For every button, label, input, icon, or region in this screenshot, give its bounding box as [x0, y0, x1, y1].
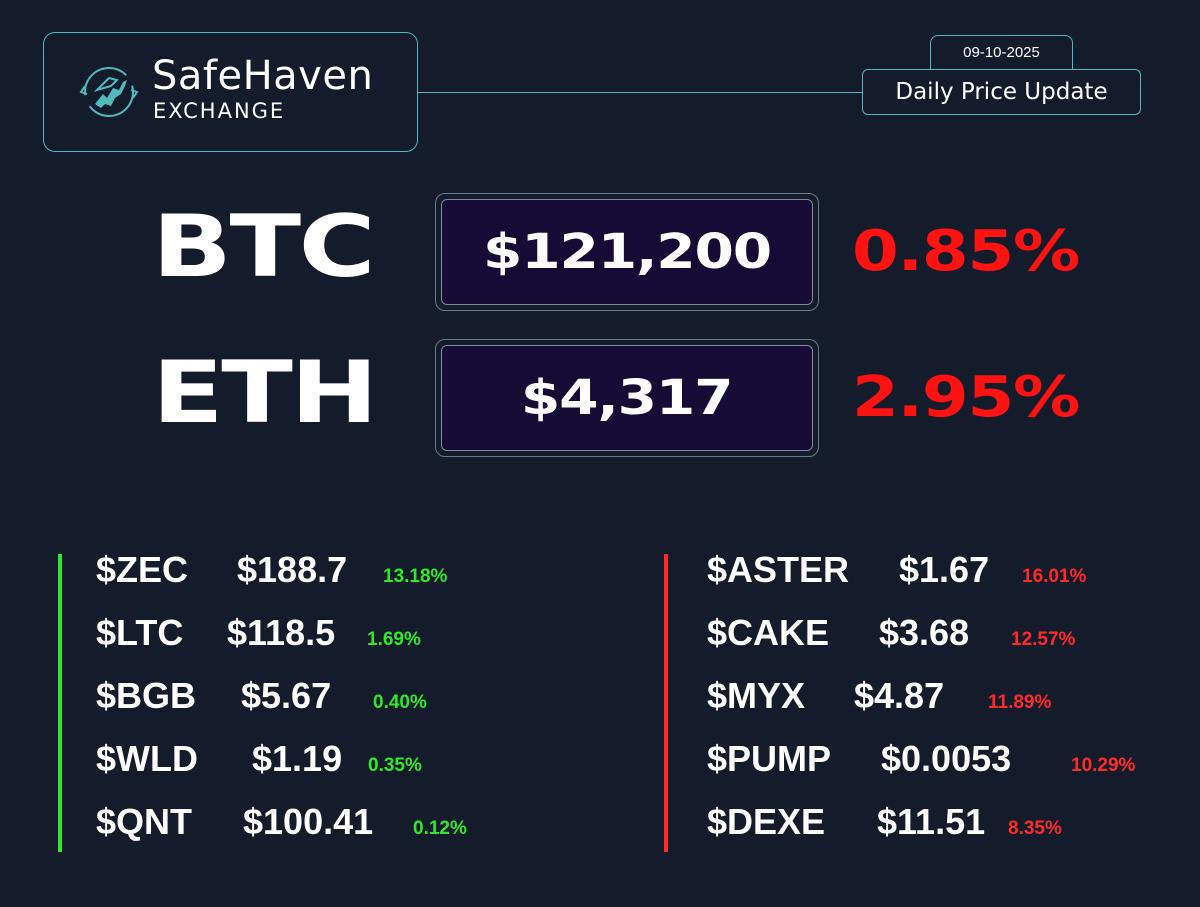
gainer-price: $5.67 — [241, 675, 332, 716]
gainer-symbol: $WLD — [96, 738, 198, 779]
gainer-symbol: $ZEC — [96, 549, 189, 590]
loser-symbol: $MYX — [707, 675, 806, 716]
loser-change: 8.35% — [1008, 818, 1062, 839]
gainer-row: $WLD $1.19 0.35% — [96, 738, 422, 788]
gainer-change: 1.69% — [367, 629, 421, 650]
gainer-price: $100.41 — [243, 801, 374, 842]
gainer-symbol: $QNT — [96, 801, 193, 842]
losers-bar — [664, 554, 668, 852]
gainer-price: $1.19 — [252, 738, 343, 779]
main-symbol-btc: BTC — [152, 197, 376, 297]
price-eth: $4,317 — [521, 370, 734, 426]
loser-price: $3.68 — [879, 612, 970, 653]
loser-symbol: $DEXE — [707, 801, 826, 842]
gainer-row: $LTC $118.5 1.69% — [96, 612, 421, 662]
date-tab: 09-10-2025 — [930, 35, 1073, 69]
loser-price: $11.51 — [877, 801, 986, 842]
loser-symbol: $PUMP — [707, 738, 832, 779]
bull-logo-icon — [79, 67, 139, 117]
loser-row: $ASTER $1.67 16.01% — [707, 549, 1086, 599]
daily-update-label: Daily Price Update — [862, 69, 1141, 115]
gainer-change: 0.12% — [413, 818, 467, 839]
loser-change: 10.29% — [1071, 755, 1136, 776]
loser-row: $PUMP $0.0053 10.29% — [707, 738, 1135, 788]
gainer-row: $BGB $5.67 0.40% — [96, 675, 427, 725]
loser-symbol: $CAKE — [707, 612, 830, 653]
loser-row: $CAKE $3.68 12.57% — [707, 612, 1075, 662]
gainer-change: 13.18% — [383, 566, 448, 587]
gainer-row: $QNT $100.41 0.12% — [96, 801, 467, 851]
loser-symbol: $ASTER — [707, 549, 850, 590]
brand-subtitle: EXCHANGE — [153, 99, 286, 123]
price-box-eth: $4,317 — [435, 339, 819, 457]
gainers-bar — [58, 554, 62, 852]
header-connector-line — [418, 92, 863, 93]
loser-row: $MYX $4.87 11.89% — [707, 675, 1051, 725]
loser-change: 11.89% — [988, 692, 1052, 713]
gainer-price: $188.7 — [237, 549, 348, 590]
gainer-row: $ZEC $188.7 13.18% — [96, 549, 447, 599]
gainer-price: $118.5 — [227, 612, 336, 653]
loser-price: $4.87 — [854, 675, 945, 716]
gainer-symbol: $LTC — [96, 612, 184, 653]
brand-name: SafeHaven — [152, 53, 374, 99]
main-symbol-eth: ETH — [152, 343, 378, 443]
loser-change: 12.57% — [1011, 629, 1076, 650]
loser-price: $1.67 — [899, 549, 990, 590]
gainer-change: 0.35% — [368, 755, 422, 776]
change-btc: 0.85% — [852, 219, 1080, 284]
loser-price: $0.0053 — [881, 738, 1012, 779]
gainer-change: 0.40% — [373, 692, 427, 713]
loser-row: $DEXE $11.51 8.35% — [707, 801, 1062, 851]
price-box-btc: $121,200 — [435, 193, 819, 311]
change-eth: 2.95% — [852, 365, 1080, 430]
price-btc: $121,200 — [483, 224, 772, 280]
loser-change: 16.01% — [1022, 566, 1087, 587]
logo-box — [43, 32, 418, 152]
gainer-symbol: $BGB — [96, 675, 197, 716]
